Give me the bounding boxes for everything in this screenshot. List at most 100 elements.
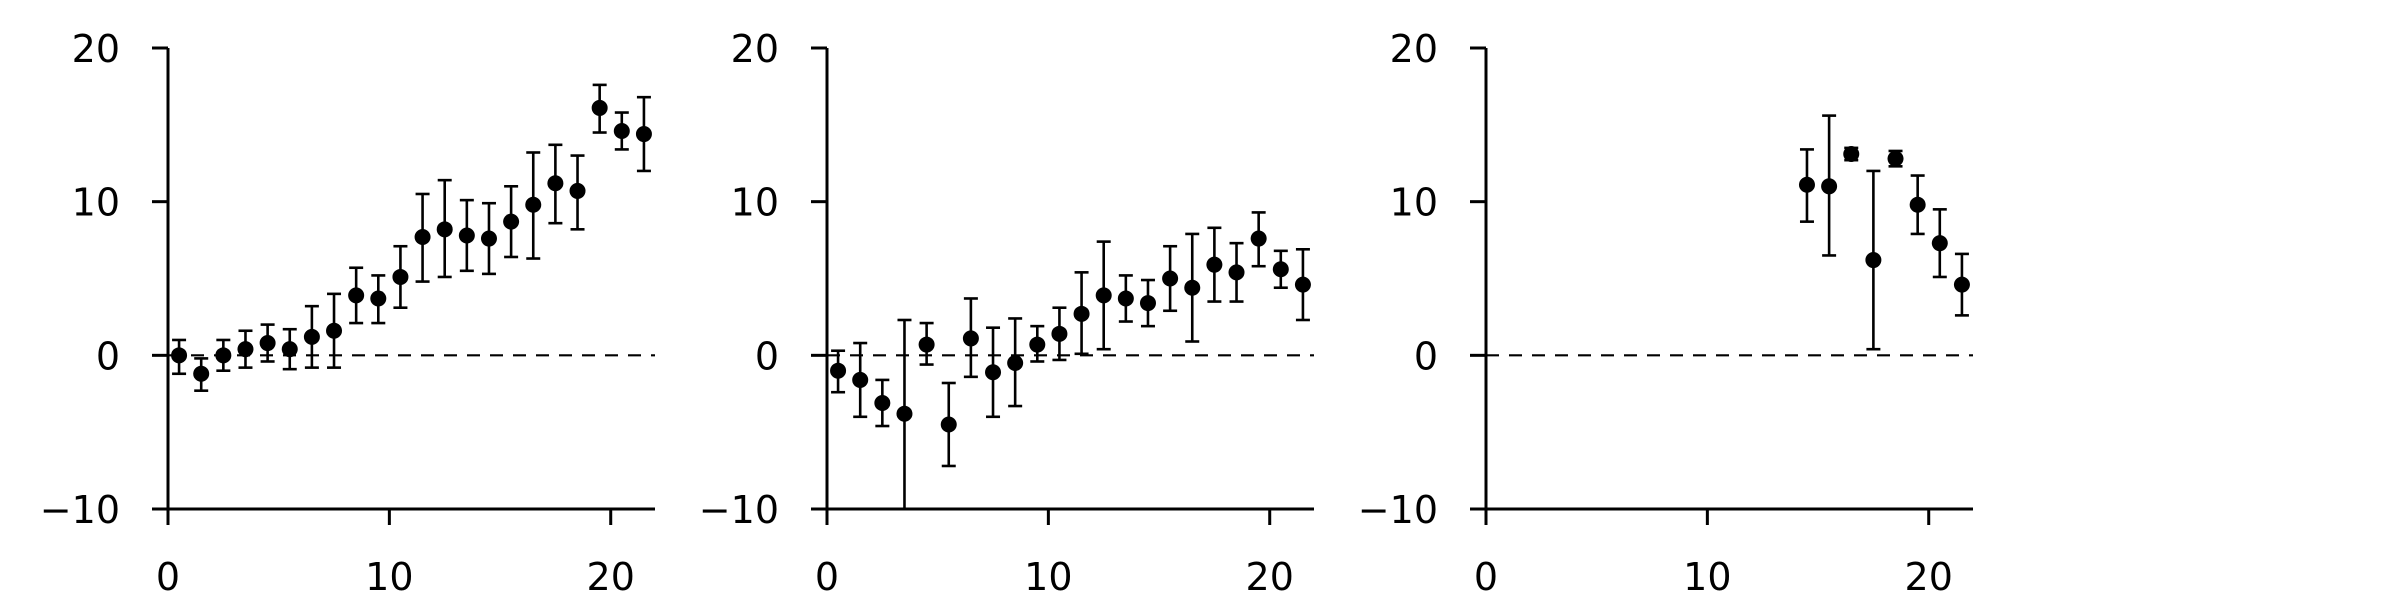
data-marker: [569, 182, 586, 199]
data-marker: [918, 336, 935, 353]
data-point: [303, 304, 320, 369]
data-marker: [1228, 264, 1245, 281]
data-marker: [591, 99, 608, 116]
x-tick-label: 20: [587, 555, 635, 599]
data-marker: [1139, 295, 1156, 312]
y-tick-label: 0: [1414, 334, 1438, 378]
y-tick-label: 20: [1390, 27, 1438, 71]
data-point: [326, 292, 343, 369]
data-marker: [370, 290, 387, 307]
y-tick-label: 0: [96, 334, 120, 378]
data-point: [985, 326, 1002, 419]
data-point: [171, 338, 188, 376]
data-point: [1294, 248, 1311, 322]
data-point: [1228, 241, 1245, 303]
data-point: [1073, 271, 1090, 356]
data-point: [215, 338, 232, 373]
y-tick-label: 20: [72, 27, 120, 71]
data-marker: [896, 405, 913, 422]
data-point: [896, 318, 913, 511]
data-point: [591, 83, 608, 134]
data-marker: [1250, 230, 1267, 247]
data-marker: [1931, 235, 1948, 252]
data-point: [259, 323, 276, 363]
data-marker: [874, 394, 891, 411]
x-tick-label: 20: [1246, 555, 1294, 599]
data-point: [1821, 114, 1838, 257]
data-marker: [237, 341, 254, 358]
data-marker: [1073, 305, 1090, 322]
data-point: [1139, 278, 1156, 328]
data-marker: [547, 175, 564, 192]
y-tick-label: −10: [1358, 488, 1438, 532]
data-marker: [1294, 276, 1311, 293]
x-tick-label: 20: [1905, 555, 1953, 599]
data-marker: [985, 364, 1002, 381]
data-marker: [613, 122, 630, 139]
data-marker: [525, 196, 542, 213]
data-point: [1206, 226, 1223, 303]
data-point: [852, 341, 869, 419]
data-marker: [1887, 150, 1904, 167]
data-point: [1843, 146, 1860, 163]
data-point: [940, 381, 957, 468]
chart-panel-2: −10 0 10 20 0 10 20: [699, 27, 1314, 599]
data-point: [547, 143, 564, 225]
data-marker: [326, 322, 343, 339]
data-point: [458, 198, 475, 273]
data-marker: [171, 347, 188, 364]
data-point: [962, 297, 979, 379]
data-marker: [1184, 279, 1201, 296]
data-point: [1887, 149, 1904, 168]
data-point: [503, 185, 520, 259]
data-point: [370, 274, 387, 325]
y-tick-label: −10: [699, 488, 779, 532]
data-point: [1007, 317, 1024, 408]
data-point: [613, 111, 630, 151]
data-marker: [1865, 252, 1882, 269]
y-tick-label: 10: [72, 181, 120, 225]
data-marker: [1095, 287, 1112, 304]
chart-panel-1: −10 0 10 20 0 10 20: [40, 27, 655, 599]
data-marker: [259, 335, 276, 352]
data-point: [237, 329, 254, 369]
data-point: [918, 321, 935, 366]
data-point: [874, 378, 891, 428]
data-marker: [962, 330, 979, 347]
chart-panel-3: −10 0 10 20 0 10 20: [1358, 27, 1973, 599]
data-marker: [348, 287, 365, 304]
data-marker: [1798, 176, 1815, 193]
data-point: [414, 192, 431, 283]
data-marker: [1007, 355, 1024, 372]
data-marker: [1029, 336, 1046, 353]
data-marker: [635, 126, 652, 143]
data-point: [436, 178, 453, 279]
data-point: [1909, 174, 1926, 236]
data-marker: [480, 230, 497, 247]
y-tick-label: 20: [731, 27, 779, 71]
data-marker: [436, 221, 453, 238]
data-marker: [303, 328, 320, 345]
data-marker: [940, 416, 957, 433]
y-tick-label: −10: [40, 488, 120, 532]
y-tick-label: 10: [1390, 181, 1438, 225]
y-tick-label: 0: [755, 334, 779, 378]
data-point: [193, 357, 210, 392]
data-marker: [392, 268, 409, 285]
data-marker: [1909, 196, 1926, 213]
data-marker: [215, 347, 232, 364]
data-marker: [1821, 178, 1838, 195]
data-point: [1162, 244, 1179, 313]
data-marker: [414, 229, 431, 246]
x-tick-label: 10: [365, 555, 413, 599]
data-marker: [193, 365, 210, 382]
data-point: [569, 154, 586, 231]
data-point: [830, 349, 847, 394]
data-point: [1865, 169, 1882, 351]
data-marker: [281, 341, 298, 358]
data-point: [1250, 211, 1267, 268]
data-marker: [458, 227, 475, 244]
data-marker: [1162, 270, 1179, 287]
data-point: [1798, 148, 1815, 223]
